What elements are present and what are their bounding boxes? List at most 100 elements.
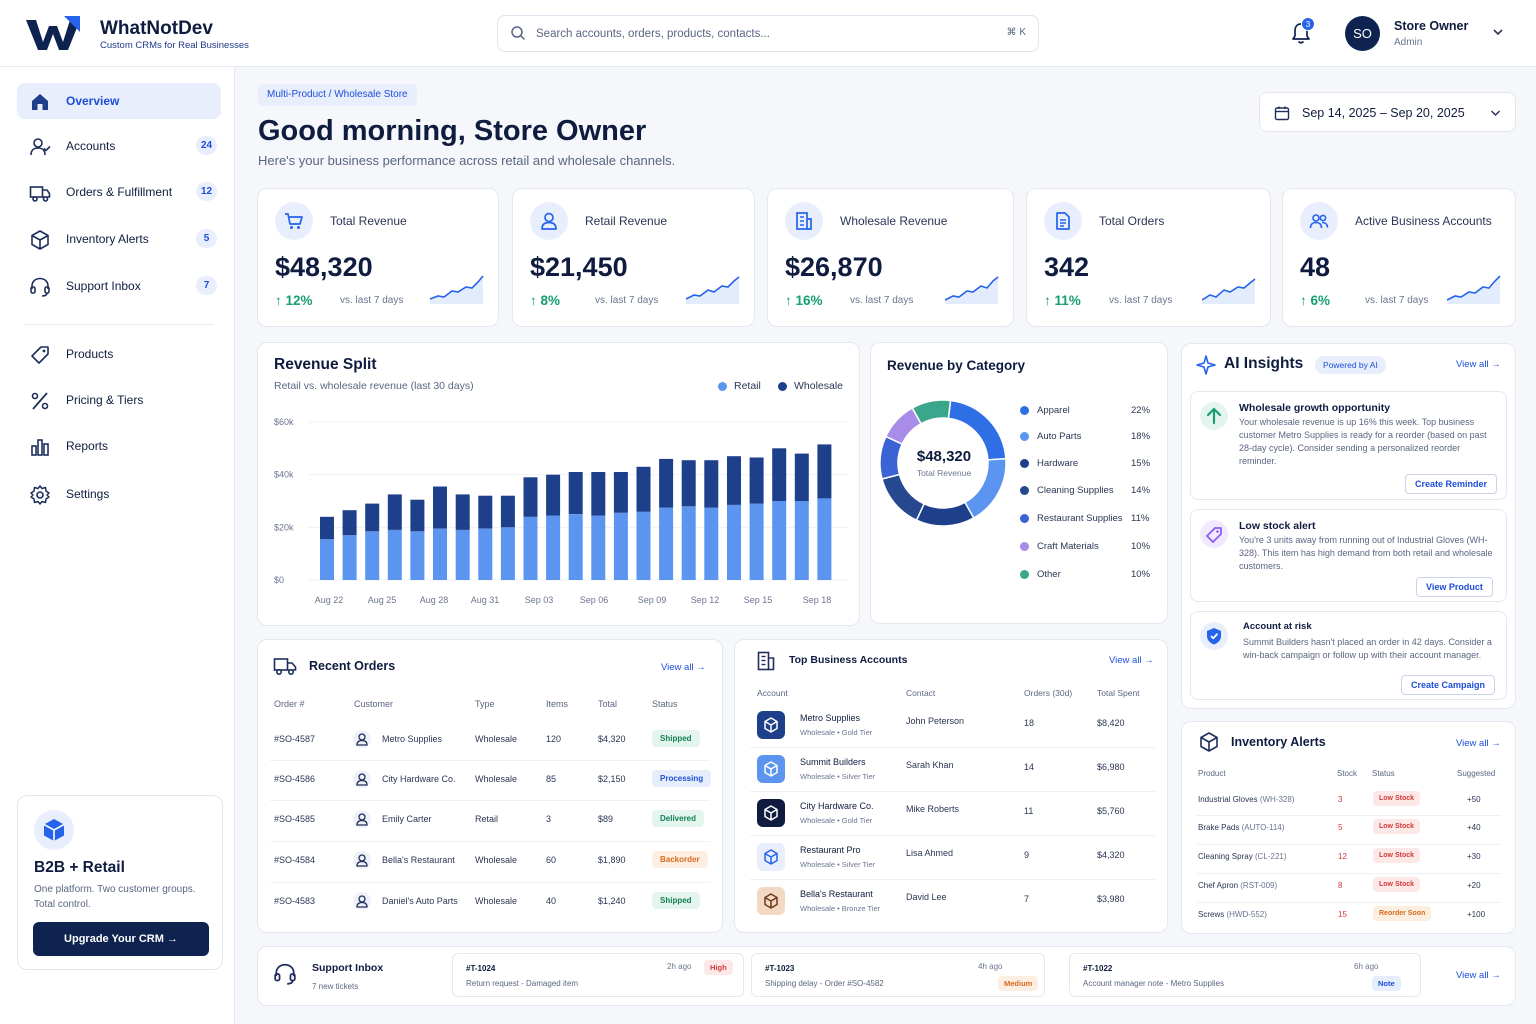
customer-name[interactable]: Daniel's Auto Parts xyxy=(382,896,458,906)
sidebar-item-accounts[interactable]: Accounts 24 xyxy=(17,128,221,164)
account-name[interactable]: Summit Builders xyxy=(800,757,866,767)
ticket-card[interactable]: #T-1022 6h ago Account manager note - Metr… xyxy=(1069,953,1421,997)
sidebar-item-reports[interactable]: Reports xyxy=(17,428,221,464)
ai-insights-view-all[interactable]: View all → xyxy=(1456,359,1501,370)
bar-wholesale[interactable] xyxy=(749,457,764,504)
donut-slice-other[interactable] xyxy=(911,399,952,425)
global-search[interactable]: ⌘ K xyxy=(497,15,1039,52)
bar-wholesale[interactable] xyxy=(727,456,741,505)
bar-wholesale[interactable] xyxy=(591,472,606,516)
support-inbox-view-all[interactable]: View all → xyxy=(1456,970,1501,981)
bar-wholesale[interactable] xyxy=(455,494,470,530)
customer-name[interactable]: Emily Carter xyxy=(382,814,432,824)
customer-name[interactable]: Bella's Restaurant xyxy=(382,855,455,865)
bar-wholesale[interactable] xyxy=(704,460,719,508)
recent-orders-view-all[interactable]: View all → xyxy=(661,662,706,673)
account-name[interactable]: City Hardware Co. xyxy=(800,801,874,811)
bar-retail[interactable] xyxy=(659,507,674,580)
order-number[interactable]: #SO-4587 xyxy=(274,734,316,744)
bar-wholesale[interactable] xyxy=(772,448,787,501)
logo-icon[interactable] xyxy=(24,14,82,54)
customer-name[interactable]: City Hardware Co. xyxy=(382,774,456,784)
sidebar-item-inventory-alerts[interactable]: Inventory Alerts 5 xyxy=(17,221,221,257)
kpi-card-total-revenue[interactable]: Total Revenue $48,320 ↑ 12% vs. last 7 d… xyxy=(257,188,499,327)
search-input[interactable] xyxy=(536,24,976,44)
bar-wholesale[interactable] xyxy=(365,503,380,532)
bar-wholesale[interactable] xyxy=(433,486,447,529)
product-name[interactable]: Cleaning Spray (CL-221) xyxy=(1198,852,1287,861)
bar-retail[interactable] xyxy=(636,511,651,581)
bar-wholesale[interactable] xyxy=(387,494,402,530)
bar-wholesale[interactable] xyxy=(410,499,425,532)
kpi-card-active-accounts[interactable]: Active Business Accounts 48 ↑ 6% vs. las… xyxy=(1282,188,1516,327)
kpi-card-total-orders[interactable]: Total Orders 342 ↑ 11% vs. last 7 days xyxy=(1026,188,1271,327)
sidebar-item-pricing[interactable]: Pricing & Tiers xyxy=(17,382,221,418)
inventory-alerts-view-all[interactable]: View all → xyxy=(1456,738,1501,749)
bar-retail[interactable] xyxy=(523,516,538,580)
bar-wholesale[interactable] xyxy=(568,472,583,515)
user-name[interactable]: Store Owner xyxy=(1394,19,1469,33)
bar-retail[interactable] xyxy=(681,506,696,580)
bar-retail[interactable] xyxy=(704,507,719,580)
sidebar-item-products[interactable]: Products xyxy=(17,336,221,372)
create-campaign-button[interactable]: Create Campaign xyxy=(1401,675,1496,695)
bar-retail[interactable] xyxy=(387,530,402,580)
bar-wholesale[interactable] xyxy=(794,453,809,501)
product-name[interactable]: Industrial Gloves (WH-328) xyxy=(1198,795,1295,804)
bar-retail[interactable] xyxy=(727,505,741,580)
sidebar-item-support-inbox[interactable]: Support Inbox 7 xyxy=(17,268,221,304)
account-name[interactable]: Metro Supplies xyxy=(800,713,861,723)
breadcrumb[interactable]: Multi-Product / Wholesale Store xyxy=(258,84,417,106)
bar-retail[interactable] xyxy=(500,527,515,580)
ticket-card[interactable]: #T-1024 2h ago Return request - Damaged it… xyxy=(452,953,744,997)
bar-retail[interactable] xyxy=(478,528,493,580)
product-name[interactable]: Screws (HWD-552) xyxy=(1198,910,1267,919)
bar-retail[interactable] xyxy=(749,503,764,580)
sidebar-item-orders[interactable]: Orders & Fulfillment 12 xyxy=(17,174,221,210)
bar-retail[interactable] xyxy=(591,515,606,581)
bar-retail[interactable] xyxy=(794,501,809,580)
bar-retail[interactable] xyxy=(546,515,561,581)
kpi-card-retail-revenue[interactable]: Retail Revenue $21,450 ↑ 8% vs. last 7 d… xyxy=(512,188,755,327)
create-reminder-button[interactable]: Create Reminder xyxy=(1405,474,1498,494)
bar-wholesale[interactable] xyxy=(636,466,651,512)
order-number[interactable]: #SO-4584 xyxy=(274,855,316,865)
top-accounts-view-all[interactable]: View all → xyxy=(1109,655,1154,666)
bar-wholesale[interactable] xyxy=(613,472,628,513)
view-product-button[interactable]: View Product xyxy=(1416,577,1493,597)
ticket-card[interactable]: #T-1023 4h ago Shipping delay - Order #SO-… xyxy=(751,953,1045,997)
donut-slice-cleaning-supplies[interactable] xyxy=(881,473,926,522)
avatar[interactable]: SO xyxy=(1345,16,1380,51)
bar-wholesale[interactable] xyxy=(500,495,515,528)
upgrade-button[interactable]: Upgrade Your CRM → xyxy=(33,922,209,956)
bar-retail[interactable] xyxy=(772,501,787,580)
bar-wholesale[interactable] xyxy=(523,477,538,517)
bar-wholesale[interactable] xyxy=(817,444,832,499)
bar-retail[interactable] xyxy=(342,535,357,580)
sidebar-item-overview[interactable]: Overview xyxy=(17,83,221,119)
sidebar-item-settings[interactable]: Settings xyxy=(17,476,221,512)
product-name[interactable]: Chef Apron (RST-009) xyxy=(1198,881,1277,890)
bar-retail[interactable] xyxy=(320,539,334,580)
bar-wholesale[interactable] xyxy=(659,458,674,508)
bar-retail[interactable] xyxy=(455,530,470,580)
account-name[interactable]: Bella's Restaurant xyxy=(800,889,873,899)
bar-retail[interactable] xyxy=(613,512,628,580)
chevron-down-icon[interactable] xyxy=(1492,27,1504,37)
account-name[interactable]: Restaurant Pro xyxy=(800,845,861,855)
product-name[interactable]: Brake Pads (AUTO-114) xyxy=(1198,823,1284,832)
donut-slice-hardware[interactable] xyxy=(915,501,975,527)
bar-wholesale[interactable] xyxy=(681,460,696,507)
order-number[interactable]: #SO-4583 xyxy=(274,896,316,906)
bar-wholesale[interactable] xyxy=(342,510,357,536)
bar-retail[interactable] xyxy=(410,531,425,580)
bar-wholesale[interactable] xyxy=(546,474,561,516)
bar-wholesale[interactable] xyxy=(478,495,493,529)
bar-retail[interactable] xyxy=(365,531,380,580)
kpi-card-wholesale-revenue[interactable]: Wholesale Revenue $26,870 ↑ 16% vs. last… xyxy=(767,188,1014,327)
date-range-picker[interactable]: Sep 14, 2025 – Sep 20, 2025 xyxy=(1259,92,1516,132)
bar-wholesale[interactable] xyxy=(320,516,334,540)
order-number[interactable]: #SO-4586 xyxy=(274,774,316,784)
customer-name[interactable]: Metro Supplies xyxy=(382,734,443,744)
order-number[interactable]: #SO-4585 xyxy=(274,814,316,824)
